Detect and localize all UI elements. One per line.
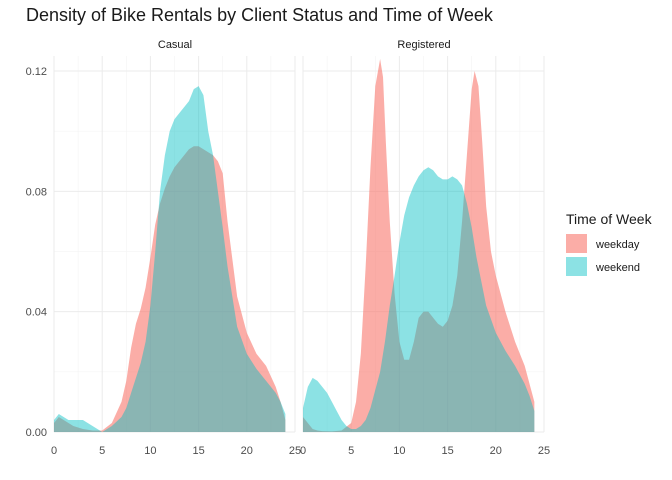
x-tick-label: 5 xyxy=(348,445,354,457)
facet-registered: Registered xyxy=(302,39,545,433)
x-axis-ticks: 0 5 10 15 20 250 5 10 15 20 25 xyxy=(51,445,550,457)
x-tick-label: 20 xyxy=(490,445,502,457)
x-tick-label: 10 xyxy=(144,445,156,457)
x-tick-label: 15 xyxy=(441,445,453,457)
density-area-weekday xyxy=(303,59,535,432)
legend-label-weekday: weekday xyxy=(595,239,640,251)
x-tick-label: 25 xyxy=(538,445,550,457)
legend-label-weekend: weekend xyxy=(595,262,640,274)
legend: Time of Week weekday weekend xyxy=(566,211,653,276)
x-tick-label: 0 xyxy=(300,445,306,457)
x-tick-label: 20 xyxy=(241,445,253,457)
x-tick-label: 10 xyxy=(393,445,405,457)
y-tick-label: 0.08 xyxy=(26,186,47,198)
density-area-weekend xyxy=(303,167,535,433)
legend-key-weekend xyxy=(566,257,587,276)
areas-registered xyxy=(303,59,535,433)
legend-key-weekday xyxy=(566,234,587,253)
facet-label-casual: Casual xyxy=(158,39,192,51)
areas-casual xyxy=(54,86,286,433)
chart-title: Density of Bike Rentals by Client Status… xyxy=(26,5,494,25)
x-tick-label: 5 xyxy=(99,445,105,457)
density-area-weekend xyxy=(54,86,286,432)
facet-label-registered: Registered xyxy=(397,39,450,51)
density-area-weekday xyxy=(54,146,286,433)
x-tick-label: 15 xyxy=(192,445,204,457)
facet-casual: Casual xyxy=(53,39,296,433)
y-tick-label: 0.12 xyxy=(26,66,47,78)
y-tick-label: 0.04 xyxy=(26,307,47,319)
x-tick-label: 25 xyxy=(289,445,301,457)
y-tick-label: 0.00 xyxy=(26,427,47,439)
legend-title: Time of Week xyxy=(566,211,653,227)
x-tick-label: 0 xyxy=(51,445,57,457)
y-axis-ticks: 0.00 0.04 0.08 0.12 xyxy=(26,66,47,439)
